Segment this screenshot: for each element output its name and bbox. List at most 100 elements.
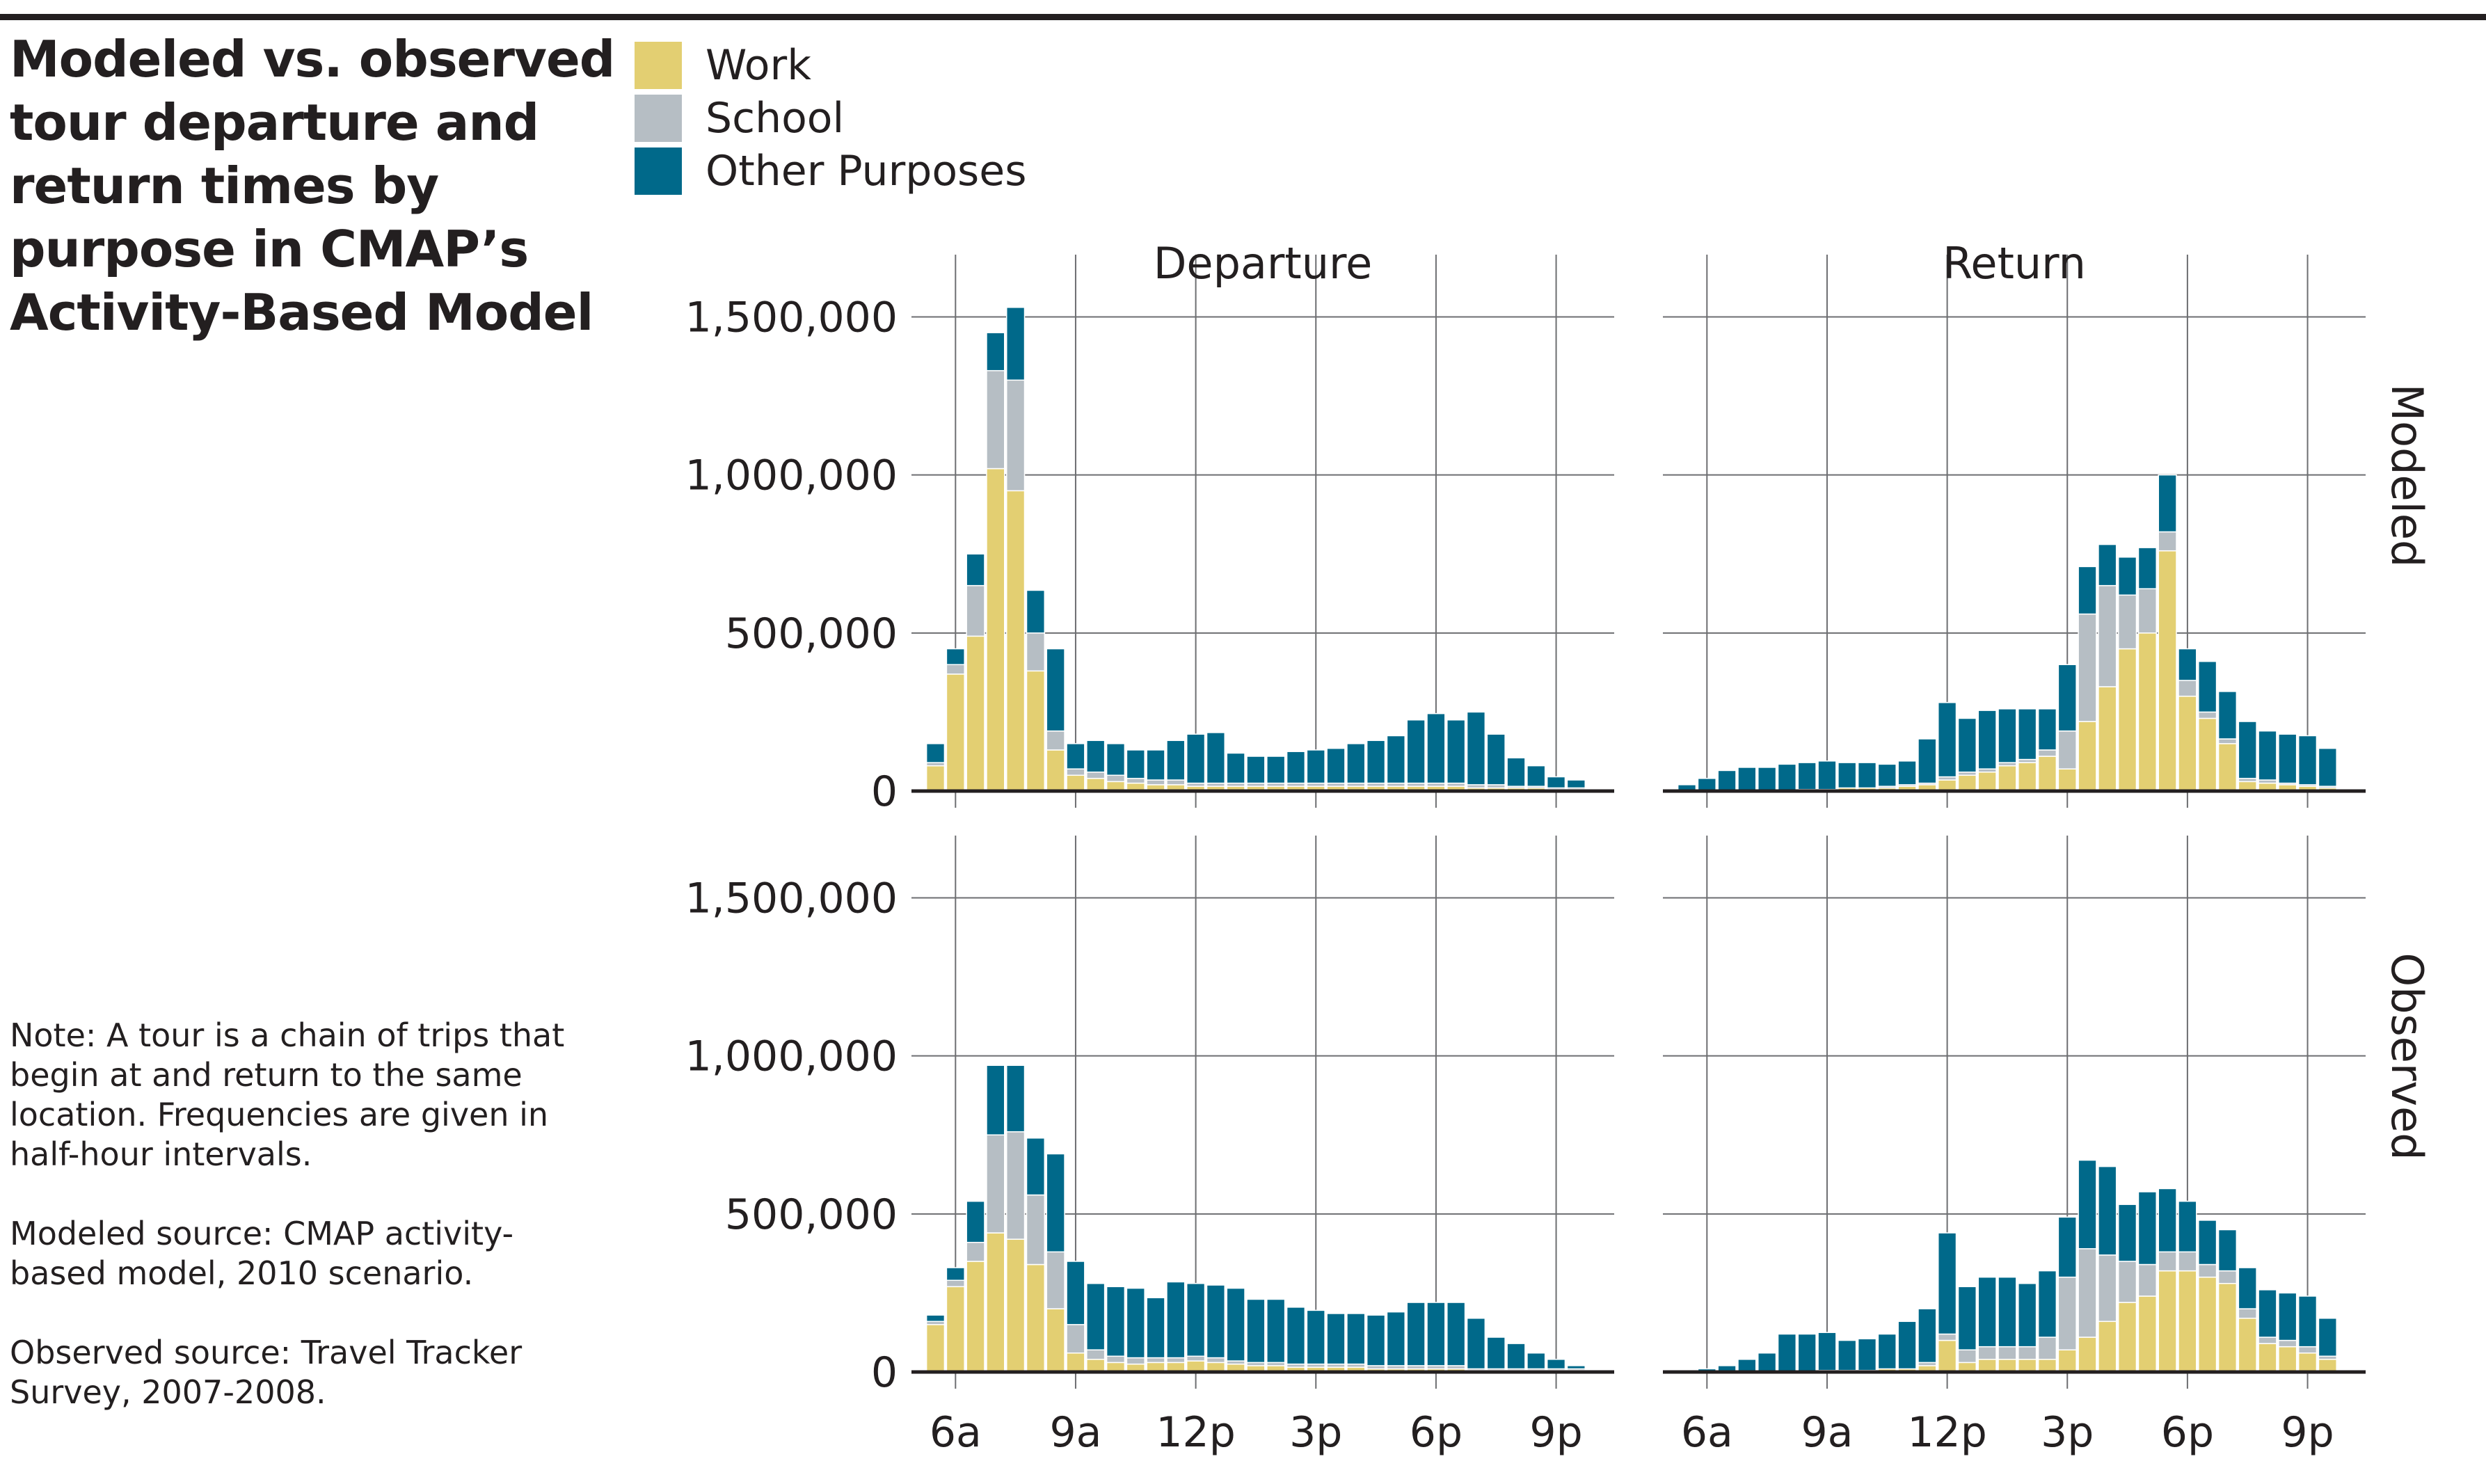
bar-return-modeled-work — [2018, 762, 2037, 792]
bar-return-observed-other — [2078, 1159, 2097, 1250]
bar-departure-modeled-other — [1066, 743, 1085, 769]
bar-departure-modeled-other — [1005, 307, 1026, 381]
bar-return-observed-other — [2158, 1188, 2177, 1253]
bar-return-modeled-school — [2137, 588, 2157, 634]
bar-return-observed-other — [2198, 1220, 2217, 1266]
bar-return-observed-work — [2318, 1359, 2337, 1373]
bar-departure-observed-other — [1086, 1283, 1106, 1350]
x-tick-label: 12p — [1156, 1408, 1235, 1457]
bar-return-modeled-other — [2078, 566, 2097, 615]
bar-departure-observed-school — [1126, 1357, 1145, 1365]
bar-departure-observed-other — [1206, 1284, 1226, 1359]
bar-return-observed-other — [2318, 1318, 2337, 1357]
bar-return-observed-other — [1777, 1333, 1797, 1373]
bar-return-modeled-work — [2198, 717, 2217, 792]
bar-return-modeled-work — [2037, 756, 2057, 792]
bar-return-observed-other — [2057, 1216, 2077, 1278]
bar-departure-observed-other — [966, 1200, 985, 1243]
legend-item-work: Work — [635, 39, 1026, 92]
legend-label-work: Work — [706, 41, 811, 90]
bar-departure-modeled-other — [1326, 747, 1346, 784]
bar-departure-observed-other — [1406, 1302, 1426, 1366]
bar-return-modeled-other — [2098, 543, 2117, 587]
bar-departure-modeled-other — [1486, 733, 1506, 785]
bar-departure-observed-work — [966, 1261, 985, 1373]
x-tick-label: 9a — [1801, 1408, 1853, 1457]
bar-return-observed-other — [2278, 1292, 2297, 1341]
bar-return-observed-work — [2178, 1270, 2197, 1373]
bar-departure-observed-school — [1086, 1349, 1106, 1360]
bar-departure-observed-school — [946, 1279, 965, 1288]
bar-return-observed-school — [2117, 1261, 2137, 1303]
bar-departure-modeled-work — [966, 635, 985, 792]
bar-return-modeled-other — [2318, 747, 2337, 787]
bar-return-modeled-school — [2098, 584, 2117, 687]
bar-return-observed-work — [2098, 1321, 2117, 1373]
y-tick-label: 1,000,000 — [685, 1032, 898, 1081]
bar-return-observed-work — [2018, 1359, 2037, 1373]
bar-return-observed-other — [2117, 1204, 2137, 1262]
bar-return-modeled-other — [2198, 660, 2217, 713]
bar-departure-observed-other — [1186, 1283, 1206, 1357]
bar-departure-observed-school — [1005, 1131, 1026, 1240]
bar-return-observed-work — [2258, 1343, 2277, 1373]
bar-return-modeled-other — [1918, 738, 1937, 784]
bar-return-observed-other — [2178, 1200, 2197, 1253]
bar-departure-observed-other — [1026, 1138, 1046, 1196]
bar-departure-modeled-other — [1226, 752, 1245, 784]
x-tick-label: 9p — [1529, 1408, 1582, 1457]
bar-return-modeled-school — [2037, 749, 2057, 757]
bar-return-modeled-other — [1797, 762, 1817, 790]
bar-return-modeled-other — [2057, 664, 2077, 732]
bar-departure-observed-work — [1005, 1238, 1026, 1373]
bar-departure-modeled-school — [1166, 779, 1186, 785]
bar-return-modeled-other — [2018, 708, 2037, 760]
bar-return-modeled-other — [1697, 778, 1716, 792]
bar-return-modeled-other — [2037, 708, 2057, 751]
legend-item-other: Other Purposes — [635, 145, 1026, 198]
bar-departure-modeled-other — [1146, 749, 1165, 781]
bar-departure-modeled-school — [1106, 774, 1126, 783]
bar-return-observed-work — [2198, 1276, 2217, 1373]
bar-return-observed-other — [1957, 1286, 1977, 1350]
bar-departure-observed-other — [1166, 1281, 1186, 1359]
bar-return-modeled-other — [1838, 762, 1857, 789]
bar-return-observed-work — [1977, 1359, 1997, 1373]
bar-departure-observed-other — [1466, 1318, 1486, 1370]
bar-return-modeled-work — [2137, 632, 2157, 792]
bar-departure-modeled-school — [1046, 730, 1065, 751]
bar-departure-modeled-other — [1386, 735, 1405, 784]
bar-return-observed-school — [2078, 1248, 2097, 1338]
bar-departure-observed-work — [1046, 1308, 1065, 1373]
bar-return-modeled-work — [2158, 550, 2177, 792]
x-tick-label: 9a — [1049, 1408, 1101, 1457]
legend-swatch-school — [635, 95, 682, 142]
bar-return-observed-school — [2198, 1263, 2217, 1278]
bar-departure-observed-other — [1426, 1302, 1446, 1366]
bar-return-observed-other — [1737, 1359, 1757, 1373]
bar-departure-modeled-work — [925, 765, 946, 792]
bar-departure-observed-school — [1186, 1355, 1206, 1362]
bar-departure-modeled-other — [986, 332, 1005, 372]
bar-departure-observed-other — [1126, 1287, 1145, 1359]
bar-departure-observed-other — [1546, 1359, 1566, 1370]
chart-title: Modeled vs. observed tour departure and … — [10, 30, 615, 342]
bar-return-observed-other — [1918, 1308, 1937, 1364]
bar-departure-observed-work — [946, 1286, 965, 1373]
bar-departure-observed-other — [1146, 1297, 1165, 1359]
bar-return-modeled-school — [2158, 531, 2177, 552]
bar-return-observed-work — [2037, 1359, 2057, 1373]
note-definition: Note: A tour is a chain of trips that be… — [10, 1016, 565, 1173]
bar-departure-observed-other — [1306, 1309, 1325, 1365]
bar-return-observed-work — [2278, 1346, 2297, 1373]
bar-return-modeled-school — [2078, 613, 2097, 722]
bar-departure-observed-school — [1166, 1357, 1186, 1364]
bar-return-observed-school — [2297, 1346, 2318, 1354]
bar-departure-observed-other — [1106, 1286, 1126, 1357]
x-tick-label: 12p — [1907, 1408, 1986, 1457]
bar-return-modeled-other — [2238, 721, 2257, 779]
bar-return-observed-other — [1937, 1232, 1957, 1335]
x-tick-label: 6a — [1681, 1408, 1733, 1457]
bar-return-modeled-other — [1757, 767, 1777, 792]
bar-departure-modeled-other — [1266, 756, 1286, 784]
